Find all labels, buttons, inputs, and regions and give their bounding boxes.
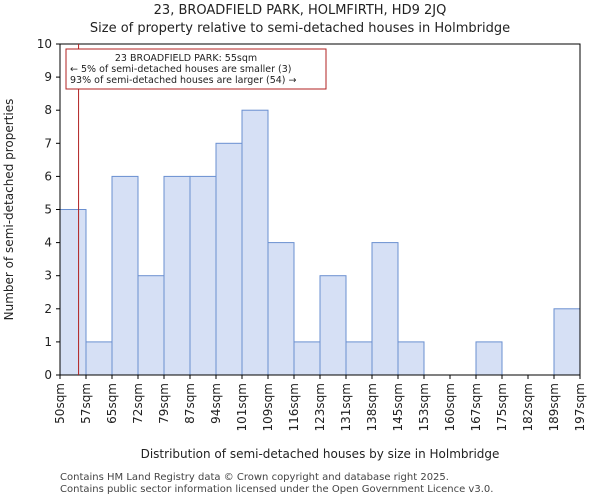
x-tick-label: 101sqm [235,383,249,431]
chart-subtitle: Size of property relative to semi-detach… [89,21,511,36]
y-tick-label: 0 [44,368,52,382]
y-tick-label: 6 [44,169,52,183]
x-tick-label: 65sqm [105,383,119,424]
x-tick-label: 189sqm [547,383,561,431]
annotation-box: 23 BROADFIELD PARK: 55sqm ← 5% of semi-d… [65,48,327,90]
y-tick-label: 4 [44,236,52,250]
annotation-line: 23 BROADFIELD PARK: 55sqm [115,53,257,64]
x-tick-label: 50sqm [53,383,67,424]
x-tick-label: 167sqm [469,383,483,431]
histogram-bar [397,341,425,376]
annotation-line: ← 5% of semi-detached houses are smaller… [70,64,291,75]
chart-title: 23, BROADFIELD PARK, HOLMFIRTH, HD9 2JQ [153,3,447,18]
x-tick-label: 94sqm [209,383,223,424]
y-axis-label: Number of semi-detached properties [2,99,16,321]
histogram-bar [371,242,399,376]
x-tick-label: 138sqm [365,383,379,431]
histogram-bar [553,308,581,376]
histogram-bar [59,209,87,376]
x-tick-label: 72sqm [131,383,145,424]
x-tick-label: 160sqm [443,383,457,431]
x-tick-label: 116sqm [287,383,301,431]
y-tick-label: 8 [44,103,52,117]
x-tick-label: 109sqm [261,383,275,431]
x-tick-label: 175sqm [495,383,509,431]
y-tick-label: 1 [44,335,52,349]
annotation-line: 93% of semi-detached houses are larger (… [70,75,297,86]
histogram-bar [137,275,165,376]
x-tick-label: 131sqm [339,383,353,431]
histogram-bar [475,341,503,376]
y-tick-label: 10 [37,37,52,51]
histogram-bar [163,175,191,376]
y-tick-label: 9 [44,70,52,84]
histogram-bar [85,341,113,376]
x-tick-label: 57sqm [79,383,93,424]
x-tick-label: 79sqm [157,383,171,424]
footer-licence: Contains public sector information licen… [60,484,494,495]
x-tick-label: 153sqm [417,383,431,431]
footer-copyright: Contains HM Land Registry data © Crown c… [60,472,449,483]
x-tick-label: 197sqm [573,383,587,431]
x-axis-label: Distribution of semi-detached houses by … [141,447,500,461]
y-tick-label: 2 [44,302,52,316]
x-tick-label: 87sqm [183,383,197,424]
y-tick-label: 3 [44,269,52,283]
y-tick-label: 5 [44,203,52,217]
histogram-bar [189,175,217,376]
histogram-bar [267,242,295,376]
histogram-bar [345,341,373,376]
x-tick-label: 182sqm [521,383,535,431]
x-tick-label: 123sqm [313,383,327,431]
histogram-bar [215,142,243,376]
histogram-bar [293,341,321,376]
histogram-bar [241,109,269,376]
histogram-bar [319,275,347,376]
histogram-bar [111,175,139,376]
x-tick-label: 145sqm [391,383,405,431]
y-tick-label: 7 [44,136,52,150]
